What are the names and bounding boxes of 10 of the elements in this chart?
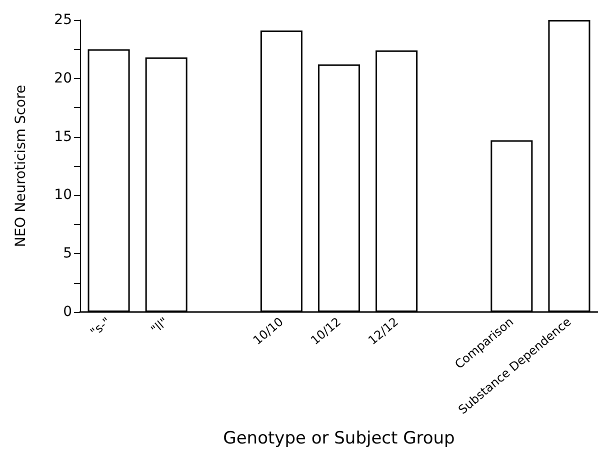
y-tick-label: 5 <box>63 246 72 262</box>
x-tick-label: "ll" <box>148 314 171 337</box>
x-axis-title: Genotype or Subject Group <box>223 428 455 448</box>
y-axis-title: NEO Neuroticism Score <box>13 84 29 248</box>
y-tick-label: 0 <box>63 304 72 320</box>
y-tick-label: 15 <box>54 128 72 145</box>
x-tick-label: "s-" <box>88 314 114 340</box>
y-tick-label: 20 <box>54 70 72 86</box>
y-tick-label: 25 <box>54 12 72 28</box>
y-tick-label: 10 <box>54 187 72 204</box>
